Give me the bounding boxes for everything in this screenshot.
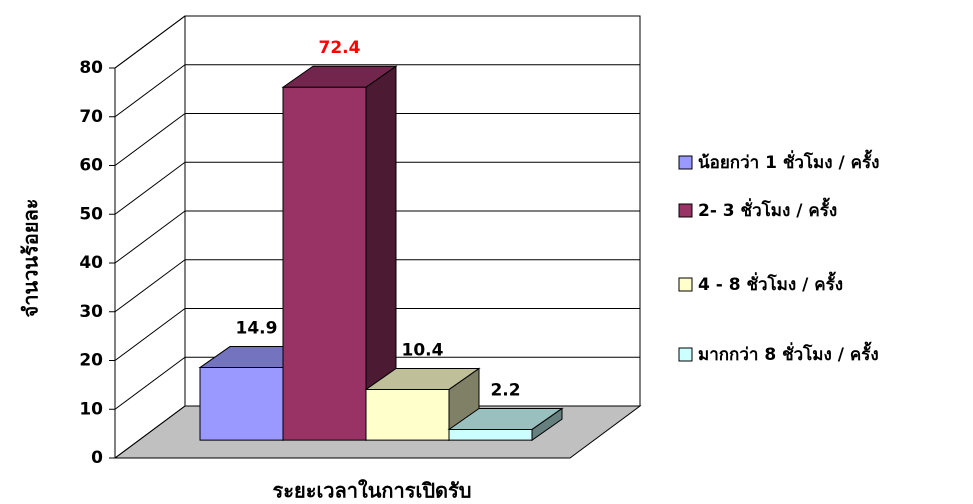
data-label: 72.4	[319, 38, 361, 58]
legend-swatch	[678, 277, 693, 292]
data-label: 2.2	[490, 380, 520, 400]
grid-line	[114, 405, 186, 459]
legend-swatch	[678, 347, 693, 362]
grid-line	[114, 15, 186, 69]
data-label: 14.9	[236, 319, 278, 339]
legend-label: น้อยกว่า 1 ชั่วโมง / ครั้ง	[698, 149, 879, 173]
grid-line	[114, 308, 186, 361]
y-tick-label: 40	[79, 253, 103, 273]
bar-front	[199, 367, 284, 441]
legend-swatch	[678, 155, 693, 170]
bar-front	[448, 428, 533, 441]
x-axis-label: ระยะเวลาในการเปิดรับ	[273, 479, 472, 503]
grid-line	[114, 356, 186, 410]
bar-front	[282, 86, 367, 441]
legend-swatch	[678, 203, 693, 218]
y-tick-label: 20	[79, 351, 103, 371]
y-axis-label: จำนวนร้อยละ	[19, 199, 43, 318]
y-tick-label: 10	[79, 399, 103, 419]
bar	[281, 65, 398, 442]
grid-line	[114, 113, 186, 166]
y-tick-label: 50	[79, 204, 103, 224]
legend-label: 4 - 8 ชั่วโมง / ครั้ง	[698, 271, 843, 295]
data-label: 10.4	[402, 340, 444, 360]
y-tick-label: 80	[79, 58, 103, 78]
grid-line	[114, 210, 186, 264]
grid-line	[114, 161, 186, 215]
y-tick-label: 60	[79, 156, 103, 176]
y-tick-label: 0	[91, 448, 103, 468]
legend-label: มากกว่า 8 ชั่วโมง / ครั้ง	[698, 341, 879, 365]
y-tick-label: 30	[79, 302, 103, 322]
grid-line	[114, 64, 186, 118]
grid-line	[114, 259, 186, 313]
bar	[447, 407, 564, 442]
bar-front	[365, 388, 450, 441]
y-tick-label: 70	[79, 107, 103, 127]
legend-label: 2- 3 ชั่วโมง / ครั้ง	[698, 197, 837, 221]
